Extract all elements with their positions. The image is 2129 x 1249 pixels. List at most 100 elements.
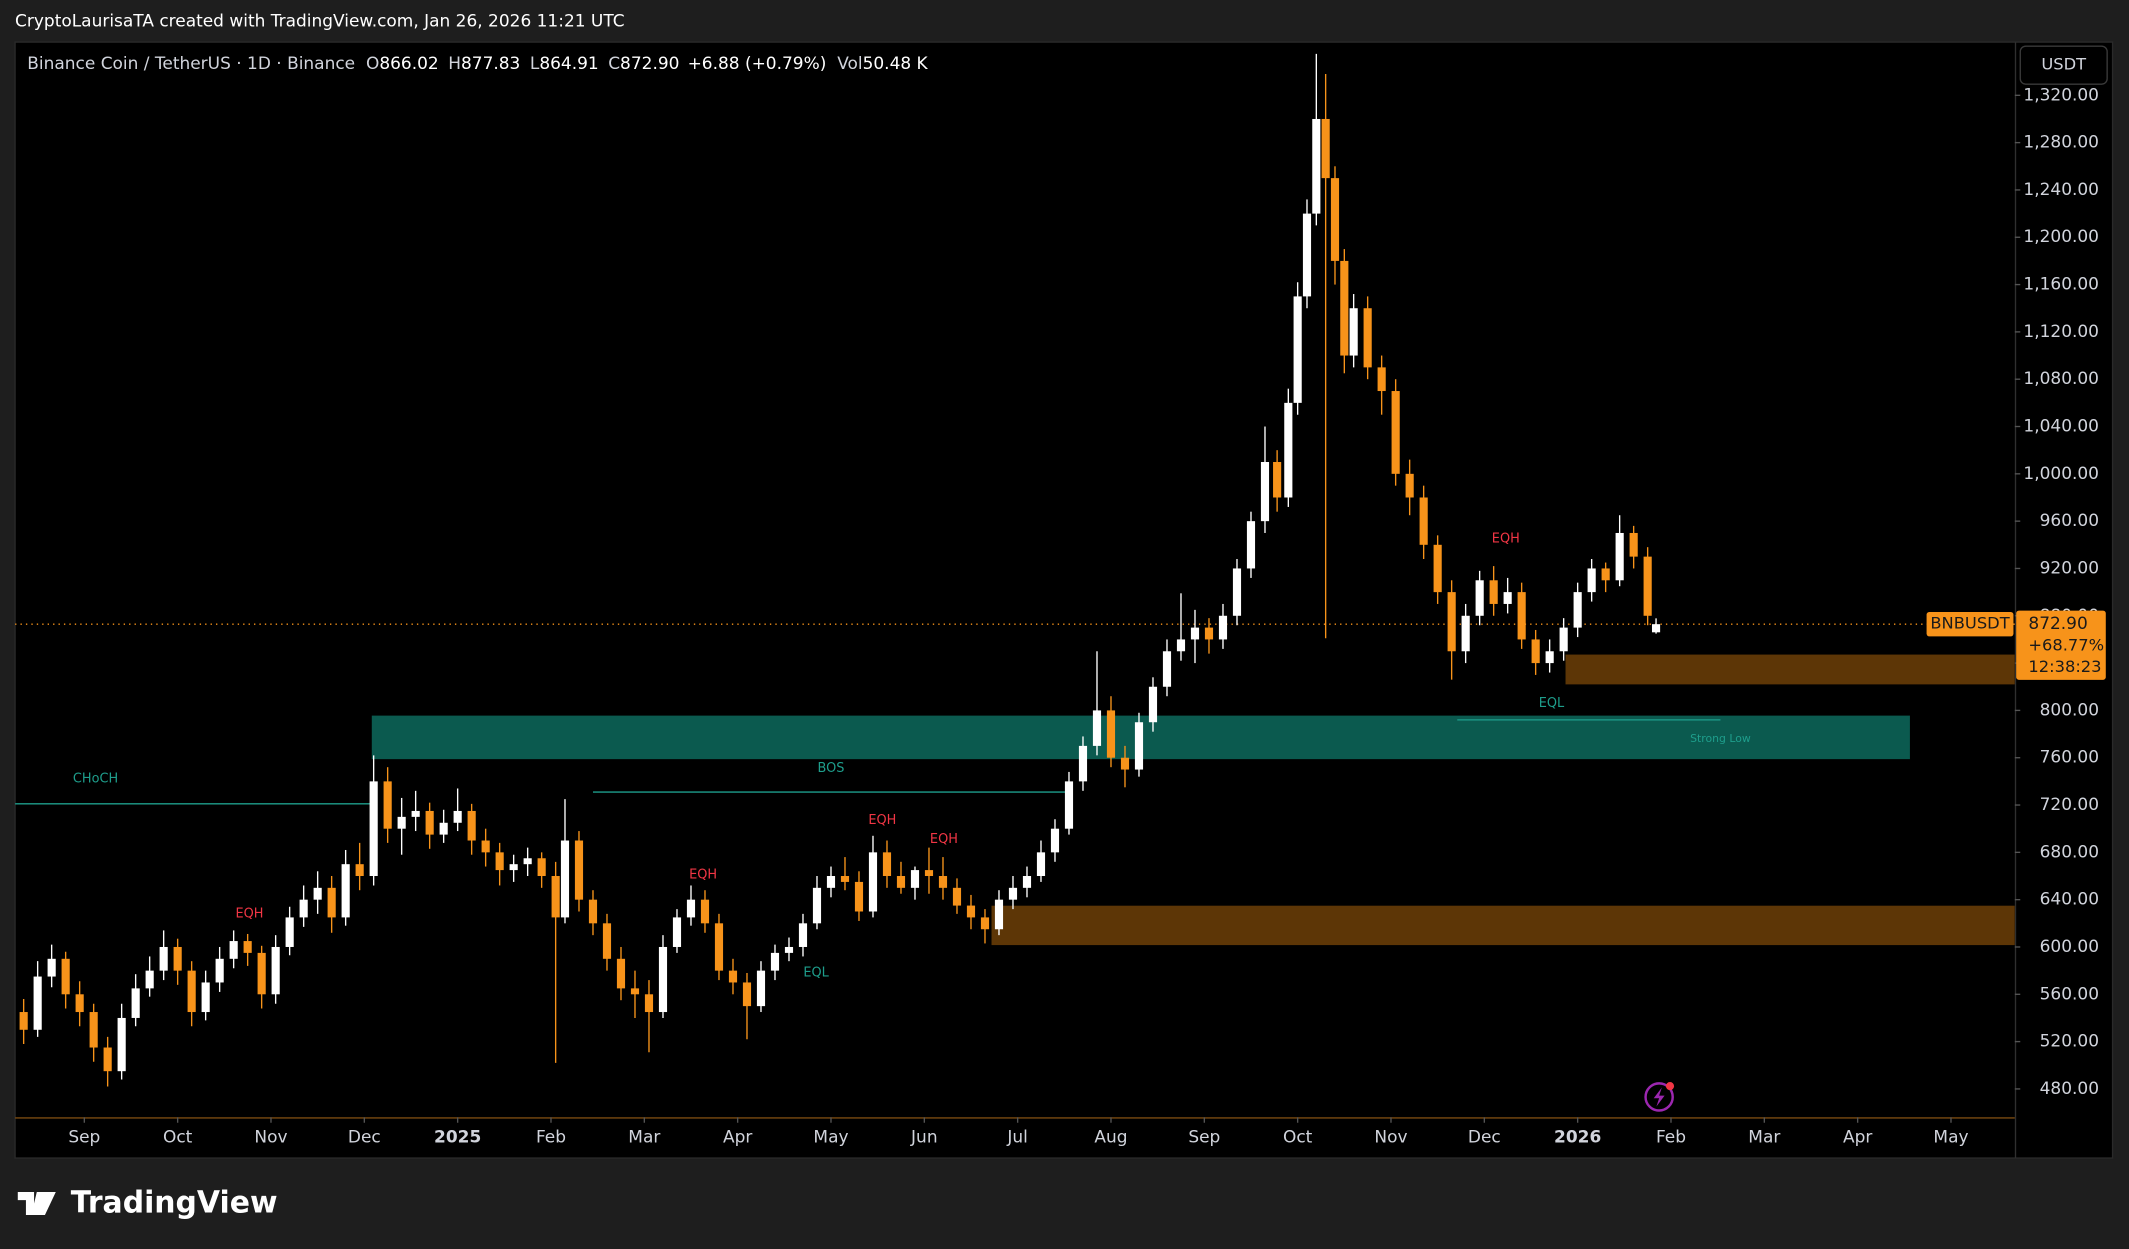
legend-key: H	[448, 54, 461, 74]
candle-body	[369, 781, 378, 877]
x-tick-label: May	[813, 1128, 848, 1148]
x-tick-label: Nov	[254, 1128, 287, 1148]
y-tick-label: 960.00	[2040, 511, 2099, 531]
candle-body	[1246, 521, 1256, 569]
change-label: +68.77%	[2028, 635, 2104, 654]
candle-body	[1377, 367, 1386, 392]
candle-body	[201, 982, 210, 1013]
candle-body	[425, 810, 434, 835]
brand-name: TradingView	[71, 1186, 278, 1221]
y-tick-label: 1,120.00	[2023, 322, 2099, 342]
candle-body	[453, 810, 462, 823]
legend-key: C	[608, 54, 620, 74]
legend-volume-key: Vol	[837, 54, 862, 74]
candle-body	[1349, 308, 1358, 356]
candle-body	[1601, 568, 1610, 581]
candle-body	[159, 946, 168, 971]
x-tick-label: Mar	[1748, 1128, 1780, 1148]
y-tick-label: 1,000.00	[2023, 464, 2099, 484]
candle-body	[1078, 745, 1088, 782]
candle-body	[1050, 828, 1060, 853]
zone	[1565, 654, 2015, 685]
legend-value: 877.83	[461, 54, 520, 74]
candle-body	[1120, 757, 1130, 770]
candle-body	[383, 781, 392, 829]
countdown-label: 12:38:23	[2028, 657, 2101, 676]
candle-body	[1419, 497, 1428, 545]
candle-body	[341, 864, 350, 918]
candle-body	[173, 946, 182, 971]
x-tick-label: May	[1933, 1128, 1968, 1148]
x-tick-label: Feb	[1656, 1128, 1686, 1148]
annotation: EQH	[236, 906, 264, 921]
annotation: EQL	[803, 966, 829, 981]
chart-panel	[14, 41, 2114, 1159]
candle-body	[89, 1012, 98, 1048]
candle-body	[868, 852, 878, 912]
y-tick-label: 1,160.00	[2023, 275, 2099, 295]
candle-body	[1162, 651, 1172, 687]
candle-body	[854, 881, 864, 912]
y-tick-label: 1,240.00	[2023, 180, 2099, 200]
x-tick-label: Sep	[68, 1128, 100, 1148]
candle-body	[1587, 568, 1596, 593]
legend-volume: 50.48 K	[863, 54, 929, 74]
candle-body	[509, 864, 518, 871]
currency-button[interactable]	[2019, 45, 2108, 85]
candle-body	[537, 858, 546, 877]
currency-label[interactable]: USDT	[2041, 55, 2086, 74]
annotation: EQL	[1539, 696, 1565, 711]
candle-body	[1036, 852, 1046, 877]
candle-body	[1148, 686, 1158, 723]
candle-body	[602, 923, 612, 959]
candle-body	[1022, 876, 1032, 888]
symbol-tag	[1926, 611, 2014, 637]
candle-body	[1447, 592, 1456, 652]
candle-body	[117, 1017, 126, 1072]
x-tick-label: Dec	[348, 1128, 381, 1148]
brand-logo	[17, 1191, 56, 1216]
candle-body	[551, 876, 560, 918]
candle-body	[938, 876, 948, 888]
candle-body	[1064, 781, 1074, 829]
candle-body	[1363, 308, 1372, 368]
legend-value: 872.90	[620, 54, 679, 74]
candle-body	[1312, 118, 1321, 214]
y-tick-label: 680.00	[2040, 842, 2099, 862]
candle-body	[826, 876, 836, 888]
candle-body	[840, 876, 850, 882]
x-tick-label: 2025	[434, 1128, 481, 1148]
y-tick-label: 480.00	[2040, 1079, 2099, 1099]
annotation: Strong Low	[1690, 732, 1751, 745]
candle-body	[229, 941, 238, 959]
zone	[991, 905, 2015, 946]
y-tick-label: 600.00	[2040, 937, 2099, 957]
candle-body	[1330, 178, 1340, 261]
y-tick-label: 1,040.00	[2023, 417, 2099, 437]
candle-body	[1475, 580, 1484, 616]
candle-body	[1651, 624, 1661, 633]
candle-body	[994, 899, 1004, 930]
alert-icon[interactable]	[1644, 1082, 1675, 1112]
x-tick-label: Oct	[1283, 1128, 1313, 1148]
candle-body	[1391, 391, 1400, 474]
x-tick-label: Sep	[1188, 1128, 1220, 1148]
candle-body	[742, 982, 752, 1007]
x-tick-label: Dec	[1468, 1128, 1501, 1148]
candle-body	[1517, 592, 1526, 640]
candle-body	[630, 988, 640, 995]
price-label: 872.90	[2028, 614, 2087, 634]
y-tick-label: 640.00	[2040, 890, 2099, 910]
candle-body	[243, 941, 252, 953]
candle-body	[131, 988, 140, 1018]
candle-body	[1573, 592, 1582, 628]
candle-body	[1106, 710, 1116, 758]
candle-body	[75, 994, 84, 1013]
candle-body	[1204, 627, 1214, 640]
legend: Binance Coin / TetherUS · 1D · Binance O8…	[27, 54, 928, 74]
candle-body	[588, 899, 598, 924]
candle-body	[1643, 556, 1652, 616]
candle-body	[1629, 532, 1638, 557]
candle-body	[1190, 627, 1200, 640]
